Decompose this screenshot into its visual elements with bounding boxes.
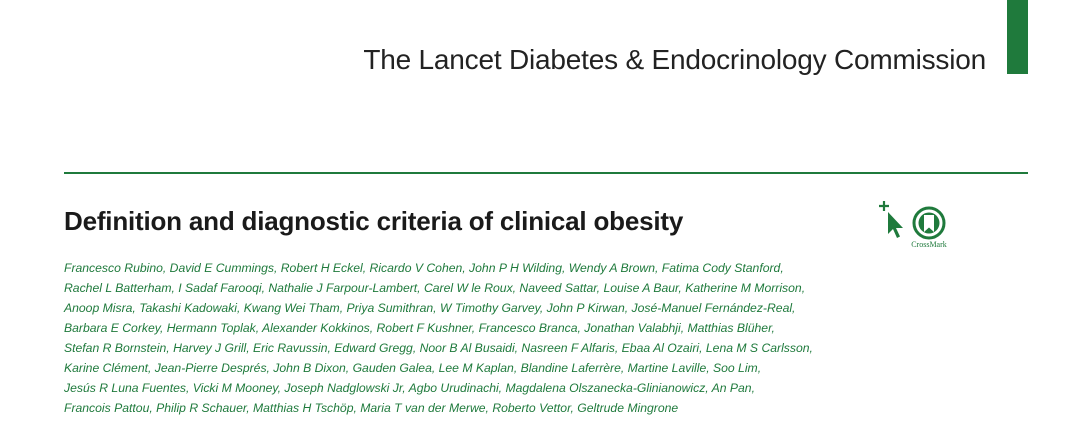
crossmark-label: CrossMark	[911, 240, 947, 249]
author-line: Rachel L Batterham, I Sadaf Farooqi, Nat…	[64, 281, 806, 295]
article-badges: CrossMark	[876, 200, 956, 252]
author-line: Anoop Misra, Takashi Kadowaki, Kwang Wei…	[64, 301, 796, 315]
author-list: Francesco Rubino, David E Cummings, Robe…	[64, 258, 864, 418]
author-line: Jesús R Luna Fuentes, Vicki M Mooney, Jo…	[64, 381, 755, 395]
header-divider	[64, 172, 1028, 174]
author-line: Francesco Rubino, David E Cummings, Robe…	[64, 261, 784, 275]
author-line: Stefan R Bornstein, Harvey J Grill, Eric…	[64, 341, 813, 355]
journal-section-title: The Lancet Diabetes & Endocrinology Comm…	[363, 44, 986, 75]
author-line: Francois Pattou, Philip R Schauer, Matth…	[64, 401, 679, 415]
author-line: Karine Clément, Jean-Pierre Després, Joh…	[64, 361, 762, 375]
author-line: Barbara E Corkey, Hermann Toplak, Alexan…	[64, 321, 775, 335]
crossmark-icon[interactable]	[910, 206, 948, 240]
journal-color-tab	[1007, 0, 1028, 74]
article-title: Definition and diagnostic criteria of cl…	[64, 206, 684, 236]
cursor-plus-icon[interactable]	[876, 200, 906, 240]
